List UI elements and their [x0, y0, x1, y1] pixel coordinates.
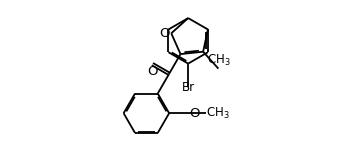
Text: O: O: [189, 107, 200, 120]
Text: O: O: [147, 65, 158, 78]
Text: CH$_3$: CH$_3$: [207, 106, 230, 121]
Text: O: O: [159, 27, 169, 40]
Text: CH$_3$: CH$_3$: [207, 53, 230, 68]
Text: Br: Br: [182, 81, 195, 94]
